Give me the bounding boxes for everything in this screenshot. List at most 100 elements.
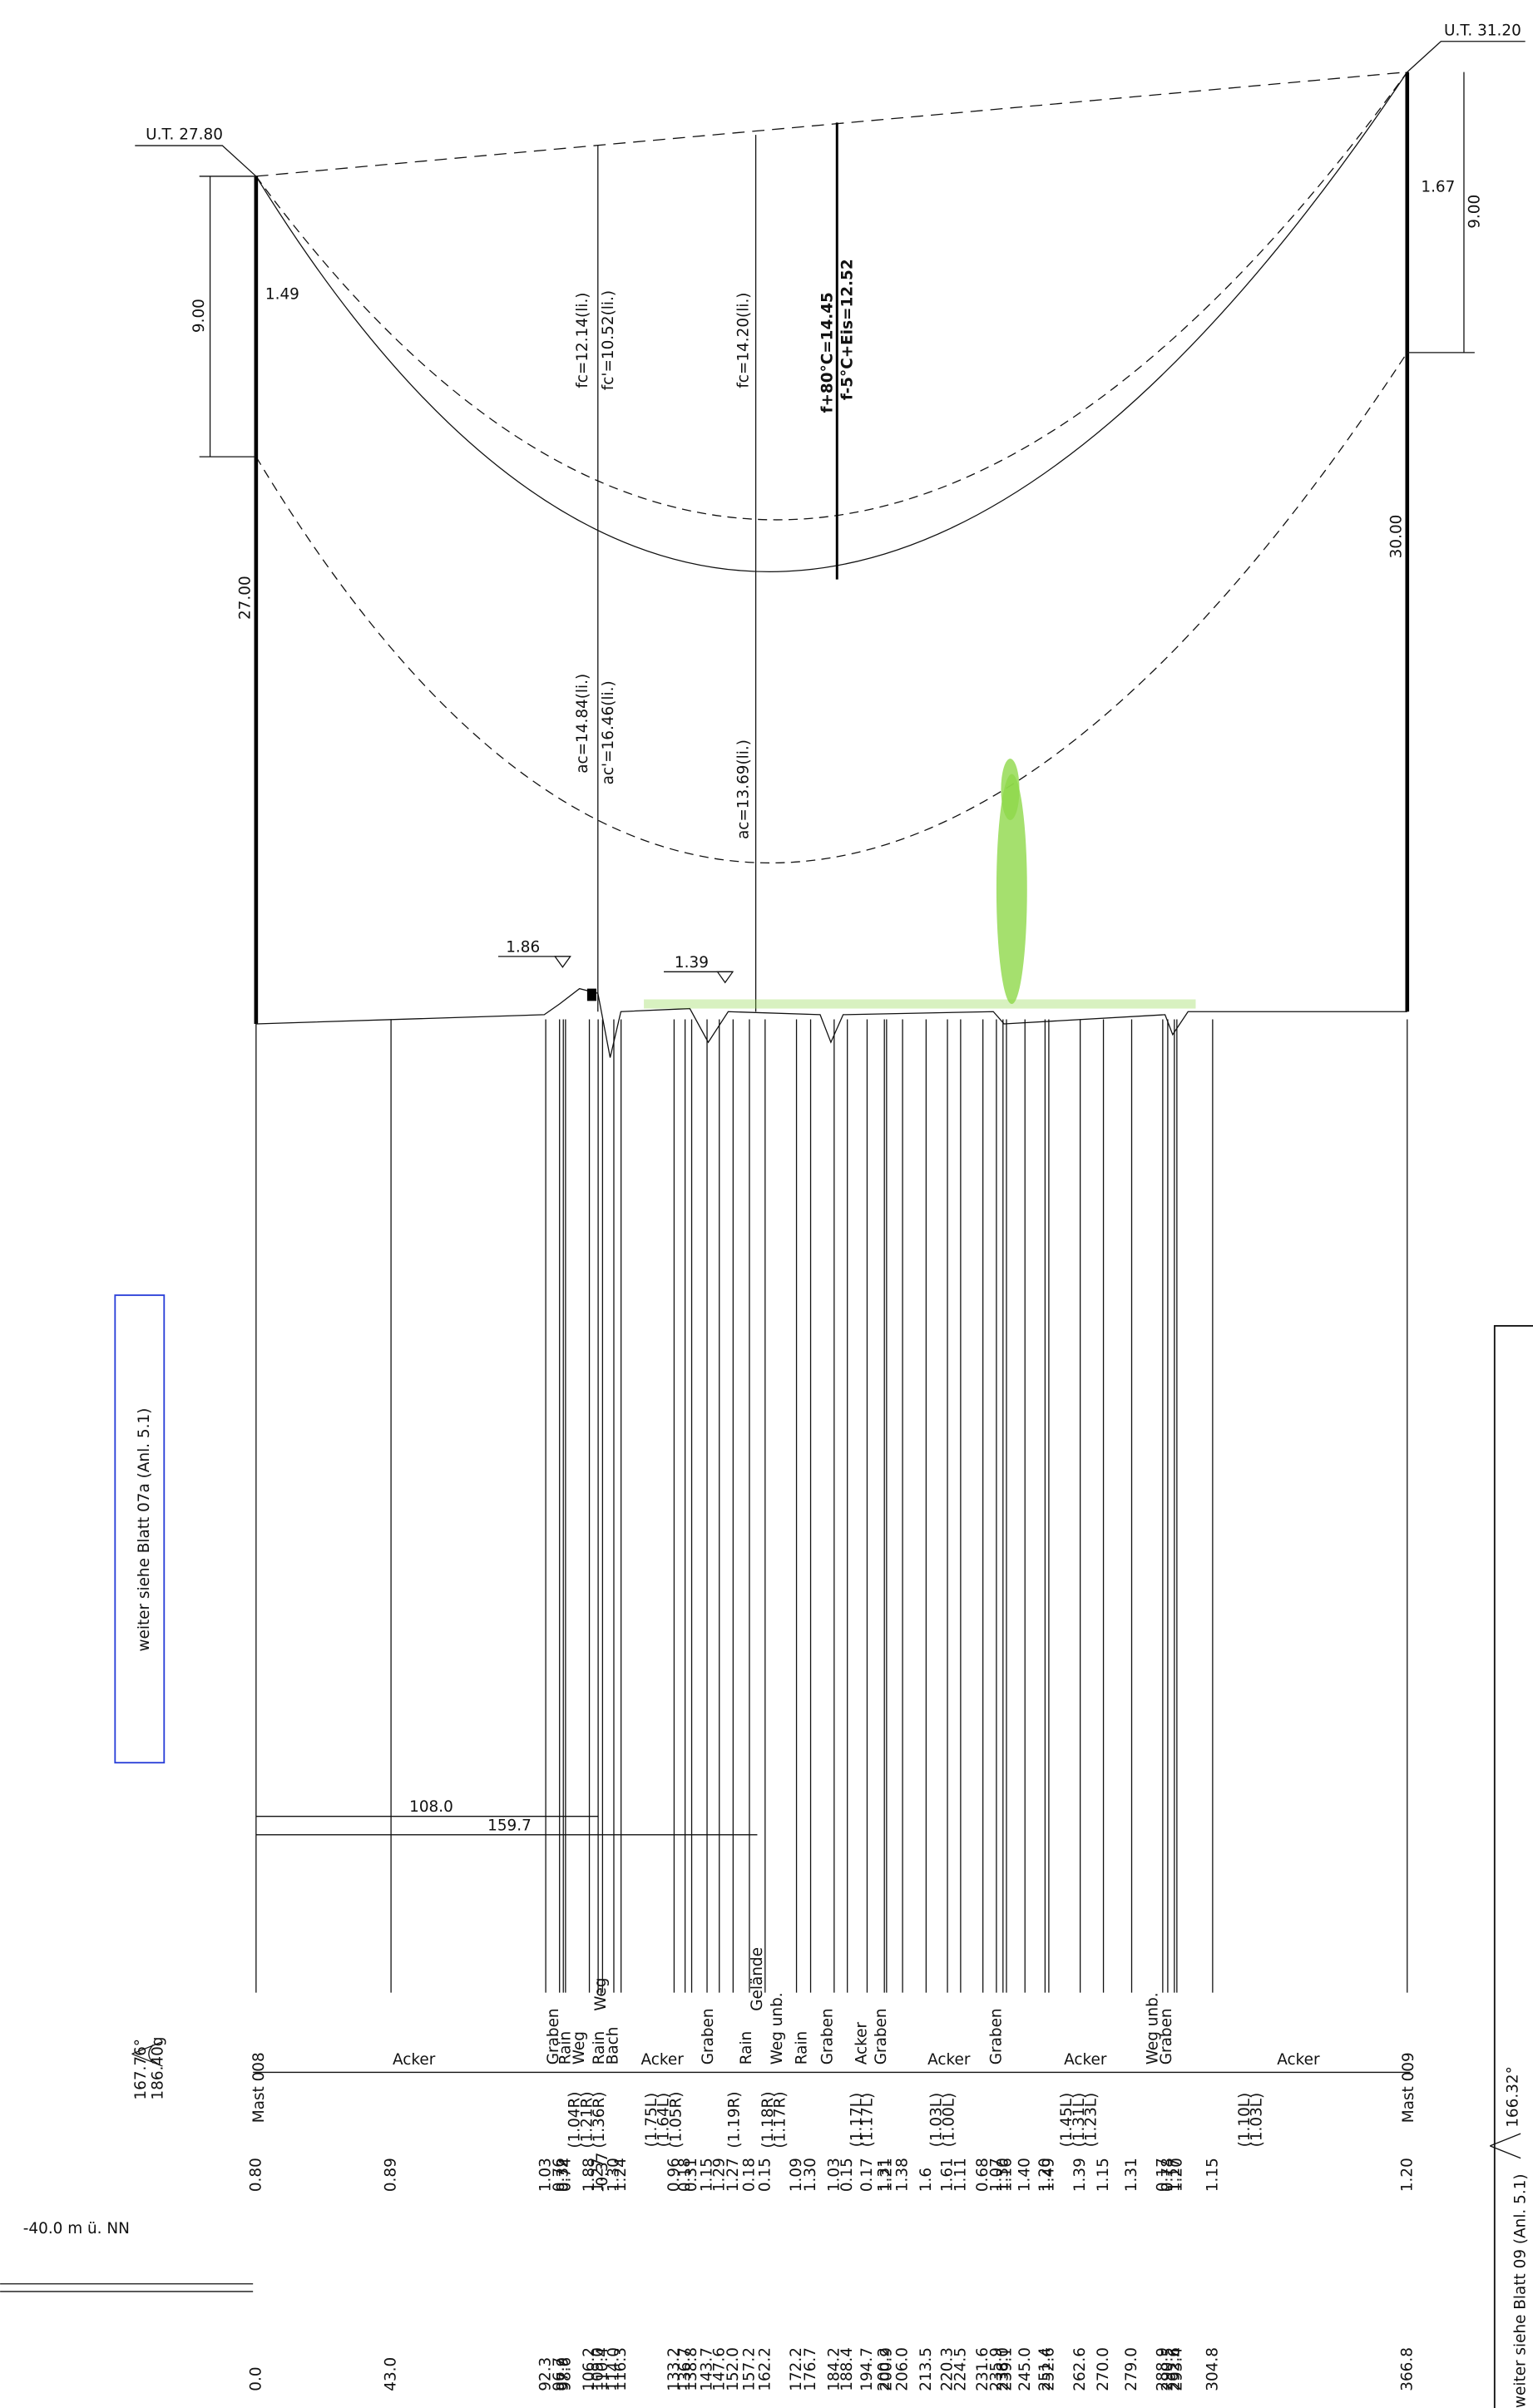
height-label: 1.31 xyxy=(876,2158,893,2192)
station-label: 147.6 xyxy=(710,2347,728,2391)
crossing-label: (1.23L) xyxy=(1083,2093,1100,2148)
dim-label: 1.67 xyxy=(1421,178,1455,195)
station-label: 152.0 xyxy=(724,2347,742,2391)
dim-label: 30.00 xyxy=(1387,515,1405,559)
height-label: 0.17 xyxy=(858,2158,876,2192)
dim-label: 9.00 xyxy=(190,299,208,333)
height-label: 0.96 xyxy=(665,2158,683,2192)
crossing-label: (1.17R) xyxy=(772,2091,789,2148)
land-label: Rain xyxy=(793,2031,810,2064)
station-label: 109.0 xyxy=(590,2347,607,2391)
station-label: 98.6 xyxy=(556,2357,574,2391)
station-label: 138.8 xyxy=(683,2347,700,2391)
land-label: Weg unb. xyxy=(769,1992,786,2064)
height-label: 1.39 xyxy=(1071,2158,1089,2192)
height-label: 1.16 xyxy=(998,2158,1016,2192)
height-label: 1.03 xyxy=(537,2158,555,2192)
sag-label: fc=12.14(li.) xyxy=(574,293,591,388)
station-label: 157.2 xyxy=(740,2347,758,2391)
distance-label: 108.0 xyxy=(409,1798,453,1816)
station-label: 220.3 xyxy=(939,2347,957,2391)
height-label: 1.17 xyxy=(1165,2158,1183,2192)
height-label: 1.07 xyxy=(987,2158,1005,2192)
continuation-box xyxy=(114,1294,166,1764)
land-label: Acker xyxy=(641,2051,685,2069)
clearance-curve xyxy=(255,352,1408,864)
crossing-label: (1.19R) xyxy=(725,2091,743,2148)
continuation-label: weiter siehe Blatt 09 (Anl. 5.1) xyxy=(1512,2173,1530,2408)
crossing-label: (1.03L) xyxy=(1249,2093,1266,2148)
height-label: 0.78 xyxy=(1159,2158,1176,2192)
angle-label: 186.40g xyxy=(149,2037,166,2100)
height-label: 1.30 xyxy=(606,2158,623,2192)
station-label: 231.6 xyxy=(974,2347,992,2391)
angle-label: 166.32° xyxy=(1504,2066,1521,2128)
station-label: 136.7 xyxy=(676,2347,694,2391)
station-label: 97.9 xyxy=(555,2357,572,2391)
height-label: 0.15 xyxy=(756,2158,774,2192)
station-label: 262.6 xyxy=(1071,2347,1089,2391)
height-label: 1.40 xyxy=(1016,2158,1034,2192)
datum-label: -40.0 m ü. NN xyxy=(23,2220,130,2237)
height-label: 1.29 xyxy=(710,2158,728,2192)
land-label: Graben xyxy=(873,2008,890,2064)
station-label: 206.0 xyxy=(894,2347,912,2391)
station-label: 172.2 xyxy=(788,2347,805,2391)
ut-leader-left xyxy=(135,145,257,177)
crossing-label: (1.18R) xyxy=(759,2091,777,2148)
station-label: 106.2 xyxy=(581,2347,598,2391)
bands xyxy=(0,1294,1533,2408)
crossing-label: (1.03L) xyxy=(928,2093,946,2148)
dim-label: 9.00 xyxy=(1466,195,1483,229)
station-label: 96.7 xyxy=(551,2357,568,2391)
land-label: Graben xyxy=(819,2008,837,2064)
height-label: 0.80 xyxy=(247,2158,265,2192)
station-label: 293.4 xyxy=(1168,2347,1185,2391)
height-label: 0.15 xyxy=(838,2158,856,2192)
height-label: 1.27 xyxy=(590,2158,607,2192)
station-label: 92.3 xyxy=(537,2357,555,2391)
crossing-label: (1.31L) xyxy=(1071,2093,1088,2148)
station-label: 224.5 xyxy=(952,2347,969,2391)
height-label: 1.15 xyxy=(1204,2158,1221,2192)
height-label: 1.21 xyxy=(878,2158,895,2192)
height-label: 1.09 xyxy=(788,2158,805,2192)
height-label: 0.68 xyxy=(974,2158,992,2192)
station-label: 188.4 xyxy=(838,2347,856,2391)
land-label: Weg unb. xyxy=(1144,1992,1161,2064)
height-label: 0.31 xyxy=(683,2158,700,2192)
dim-label: 27.00 xyxy=(236,576,254,620)
height-label: 0.32 xyxy=(555,2158,572,2192)
station-label: 235.9 xyxy=(987,2347,1005,2391)
height-label: 0.76 xyxy=(551,2158,568,2192)
distance-label: 159.7 xyxy=(487,1817,532,1834)
crossing-label: (1.64L) xyxy=(655,2093,673,2148)
crossing-label: (1.36R) xyxy=(591,2091,608,2148)
marker xyxy=(553,956,571,968)
land-label: Graben xyxy=(700,2008,717,2064)
station-label: 251.4 xyxy=(1036,2347,1054,2391)
land-label: Rain xyxy=(738,2031,755,2064)
station-label: 252.6 xyxy=(1040,2347,1057,2391)
object-height: 1.39 xyxy=(675,954,709,972)
station-label: 366.8 xyxy=(1398,2347,1416,2391)
conductor-80c xyxy=(255,72,1408,572)
station-label: 288.9 xyxy=(1154,2347,1171,2391)
conductor-ice xyxy=(255,72,1408,521)
station-label: 116.3 xyxy=(612,2347,630,2391)
sag-label: fc'=10.52(li.) xyxy=(600,290,617,390)
station-label: 162.2 xyxy=(756,2347,774,2391)
height-label: 0.17 xyxy=(1154,2158,1171,2192)
angle-symbol xyxy=(131,2040,163,2067)
land-label: Weg xyxy=(592,1978,610,2011)
height-label: -0.37 xyxy=(594,2153,611,2193)
span-geometry xyxy=(135,41,1526,1058)
crossing-label: (1.17L) xyxy=(848,2093,866,2148)
station-label: 292.6 xyxy=(1165,2347,1183,2391)
height-label: 1.27 xyxy=(724,2158,742,2192)
station-label: 213.5 xyxy=(917,2347,935,2391)
station-label: 279.0 xyxy=(1123,2347,1140,2391)
land-label: Weg xyxy=(571,2031,588,2064)
sag-label: f+80°C=14.45 xyxy=(819,292,837,413)
